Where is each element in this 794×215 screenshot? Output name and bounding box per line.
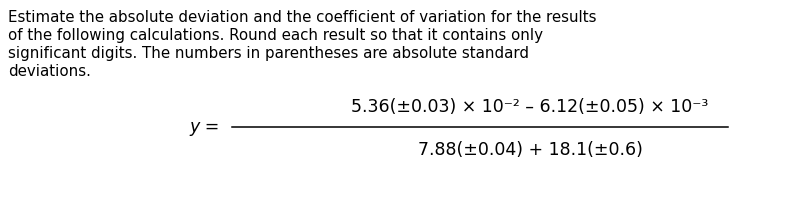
Text: significant digits. The numbers in parentheses are absolute standard: significant digits. The numbers in paren… bbox=[8, 46, 529, 61]
Text: deviations.: deviations. bbox=[8, 64, 91, 79]
Text: y =: y = bbox=[190, 118, 220, 136]
Text: 7.88(±0.04) + 18.1(±0.6): 7.88(±0.04) + 18.1(±0.6) bbox=[418, 141, 642, 159]
Text: of the following calculations. Round each result so that it contains only: of the following calculations. Round eac… bbox=[8, 28, 543, 43]
Text: 5.36(±0.03) × 10⁻² – 6.12(±0.05) × 10⁻³: 5.36(±0.03) × 10⁻² – 6.12(±0.05) × 10⁻³ bbox=[351, 98, 709, 116]
Text: Estimate the absolute deviation and the coefficient of variation for the results: Estimate the absolute deviation and the … bbox=[8, 10, 596, 25]
